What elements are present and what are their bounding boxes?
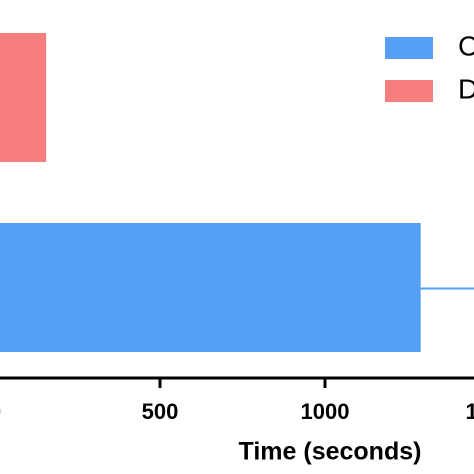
- x-tick-label: 1500: [466, 399, 474, 424]
- bar: [0, 223, 421, 352]
- x-axis-label: Time (seconds): [239, 438, 422, 466]
- x-tick-label: 0: [0, 399, 1, 424]
- legend-swatch: [385, 80, 433, 102]
- x-tick-label: 1000: [301, 399, 350, 424]
- legend-label: C: [458, 30, 474, 61]
- bar: [0, 33, 47, 162]
- legend-swatch: [385, 37, 433, 59]
- legend-label: D: [458, 73, 474, 104]
- x-tick-label: 500: [142, 399, 179, 424]
